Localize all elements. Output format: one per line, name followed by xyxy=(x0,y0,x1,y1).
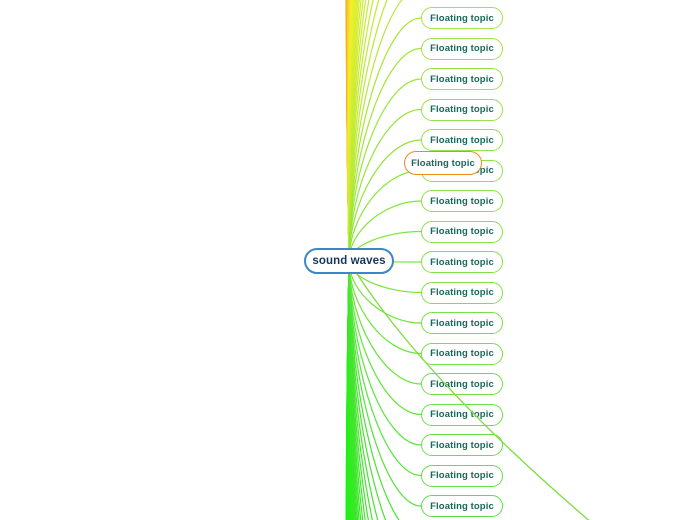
floating-topic-node[interactable]: Floating topic xyxy=(421,98,503,121)
central-topic-node[interactable]: sound waves xyxy=(304,248,394,274)
floating-topic-node[interactable]: Floating topic xyxy=(421,7,503,29)
floating-topic-label: Floating topic xyxy=(430,409,494,420)
floating-topic-label: Floating topic xyxy=(430,134,494,146)
floating-topic-node[interactable]: Floating topic xyxy=(421,129,503,151)
floating-topic-label: Floating topic xyxy=(430,500,494,512)
floating-topic-label: Floating topic xyxy=(430,104,494,115)
floating-topic-node[interactable]: Floating topic xyxy=(421,464,503,487)
floating-topic-node[interactable]: Floating topic xyxy=(421,434,503,456)
central-topic-label: sound waves xyxy=(312,255,386,267)
floating-topic-node[interactable]: Floating topic xyxy=(421,251,503,273)
floating-topic-node[interactable]: Floating topic xyxy=(421,403,503,426)
floating-topic-node[interactable]: Floating topic xyxy=(421,281,503,304)
floating-topic-node[interactable]: Floating topic xyxy=(421,37,503,60)
floating-topic-label: Floating topic xyxy=(430,226,494,237)
floating-topic-label: Floating topic xyxy=(430,317,494,329)
floating-topic-node[interactable]: Floating topic xyxy=(421,68,503,90)
floating-topic-label: Floating topic xyxy=(430,12,494,24)
floating-topic-label: Floating topic xyxy=(430,287,494,298)
floating-topic-label: Floating topic xyxy=(430,378,494,390)
floating-topic-label: Floating topic xyxy=(430,195,494,207)
floating-topic-label: Floating topic xyxy=(430,43,494,54)
floating-topic-node[interactable]: Floating topic xyxy=(421,312,503,334)
dragged-topic-label: Floating topic xyxy=(411,157,475,169)
floating-topic-label: Floating topic xyxy=(430,348,494,359)
floating-topic-node[interactable]: Floating topic xyxy=(421,190,503,212)
floating-topic-label: Floating topic xyxy=(430,73,494,85)
floating-topic-label: Floating topic xyxy=(430,470,494,481)
floating-topic-label: Floating topic xyxy=(430,256,494,268)
floating-topic-node[interactable]: Floating topic xyxy=(421,220,503,243)
dragged-floating-topic-node[interactable]: Floating topic xyxy=(404,151,482,175)
floating-topic-label: Floating topic xyxy=(430,439,494,451)
floating-topic-node[interactable]: Floating topic xyxy=(421,342,503,365)
floating-topic-node[interactable]: Floating topic xyxy=(421,495,503,517)
floating-topic-node[interactable]: Floating topic xyxy=(421,373,503,395)
